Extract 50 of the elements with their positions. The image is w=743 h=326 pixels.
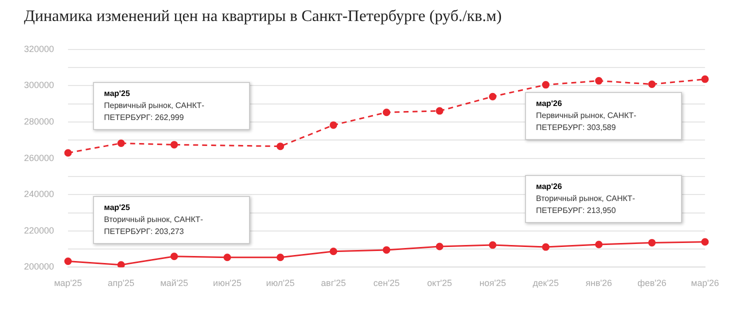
point [276, 254, 284, 262]
tooltip-box: мар'26 Вторичный рынок, САНКТ-ПЕТЕРБУРГ: 213,950 [525, 175, 682, 223]
point [224, 254, 232, 262]
tooltip-box: мар'25 Первичный рынок, САНКТ-ПЕТЕРБУРГ: 262,999 [93, 82, 250, 130]
point [488, 241, 496, 249]
point [595, 77, 603, 85]
y-tick-label: 200000 [24, 262, 54, 272]
chart-title: Динамика изменений цен на квартиры в Санкт-Петербурге (руб./кв.м) [24, 8, 502, 26]
point [701, 75, 709, 83]
point [170, 252, 178, 260]
point [436, 107, 444, 115]
y-tick-label: 300000 [24, 80, 54, 90]
point [276, 142, 284, 150]
x-tick-label: дек'25 [532, 278, 559, 288]
point [595, 240, 603, 248]
point [64, 258, 72, 266]
point [648, 238, 656, 246]
point [542, 243, 550, 251]
point [117, 261, 125, 268]
y-tick-label: 280000 [24, 116, 54, 126]
x-tick-label: авг'25 [321, 278, 346, 288]
point [64, 149, 72, 157]
x-tick-label: сен'25 [373, 278, 400, 288]
point [488, 92, 496, 100]
y-tick-label: 320000 [24, 44, 54, 54]
point [436, 242, 444, 250]
x-tick-label: окт'25 [427, 278, 452, 288]
y-tick-label: 260000 [24, 152, 54, 163]
y-tick-label: 240000 [24, 189, 54, 200]
x-tick-label: июн'25 [213, 278, 242, 288]
point [170, 140, 178, 148]
x-tick-label: июл'25 [266, 278, 295, 288]
x-tick-label: фев'26 [637, 278, 666, 288]
tooltip-box: мар'26 Первичный рынок, САНКТ-ПЕТЕРБУРГ: 303,589 [525, 92, 682, 140]
point [542, 81, 550, 89]
y-tick-label: 220000 [24, 225, 54, 236]
tooltip-box: мар'25 Вторичный рынок, САНКТ-ПЕТЕРБУРГ: 203,273 [93, 196, 250, 244]
x-tick-label: мар'25 [54, 278, 82, 288]
x-tick-label: апр'25 [108, 278, 134, 288]
point [330, 121, 338, 129]
x-tick-label: мар'26 [691, 278, 719, 288]
x-tick-label: янв'26 [586, 278, 612, 288]
x-tick-label: май'25 [160, 278, 188, 288]
point [382, 108, 390, 116]
point [648, 80, 656, 88]
point [701, 238, 709, 246]
point [382, 246, 390, 254]
point [330, 248, 338, 256]
x-tick-label: ноя'25 [479, 278, 506, 288]
point [117, 139, 125, 147]
